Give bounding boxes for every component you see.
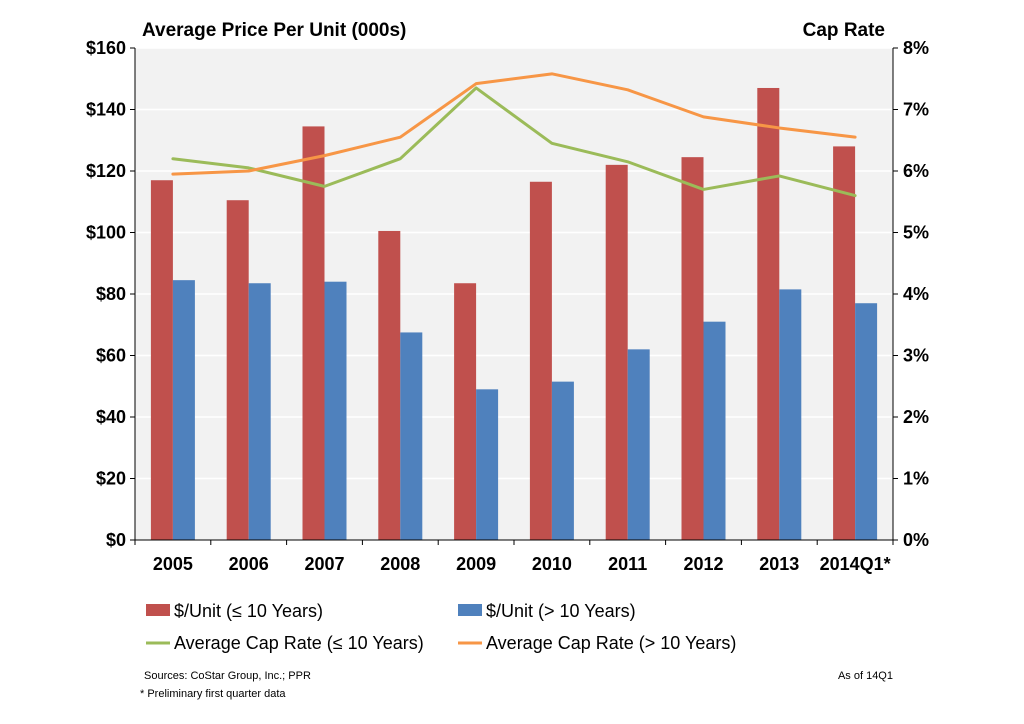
x-tick-label: 2009	[456, 554, 496, 574]
legend-label-line-le10: Average Cap Rate (≤ 10 Years)	[174, 633, 424, 653]
y-left-tick-label: $20	[96, 469, 126, 489]
bar-le10-2008	[378, 230, 401, 540]
bar-le10-2013	[757, 87, 780, 540]
legend-swatch-bar-le10	[146, 604, 170, 616]
y-right-tick-label: 3%	[903, 346, 929, 366]
legend-swatch-bar-gt10	[458, 604, 482, 616]
x-tick-label: 2007	[304, 554, 344, 574]
bar-gt10-2008	[400, 332, 423, 540]
footer-sources: Sources: CoStar Group, Inc.; PPR	[144, 670, 311, 682]
chart-title-right: Cap Rate	[803, 20, 885, 41]
line-cap-rate-gt10	[171, 72, 857, 176]
x-tick-label: 2011	[608, 554, 647, 574]
y-right-tick-label: 8%	[903, 38, 929, 58]
y-left-tick-label: $140	[86, 100, 126, 120]
y-left-tick-label: $120	[86, 161, 126, 181]
bar-gt10-2005	[172, 280, 195, 540]
axes-group: $0 $20 $40 $60 $80 $100 $120 $140 $160 0% 1% 2% 3% 4%…	[86, 38, 929, 574]
y-left-tick-label: $40	[96, 407, 126, 427]
x-tick-label: 2006	[229, 554, 269, 574]
bar-le10-2006	[226, 200, 249, 540]
bar-gt10-2007	[324, 281, 347, 540]
y-left-tick-label: $80	[96, 284, 126, 304]
y-right-tick-label: 1%	[903, 469, 929, 489]
y-left-tick-label: $100	[86, 223, 126, 243]
bar-gt10-2014Q1*	[855, 303, 878, 540]
y-right-tick-label: 2%	[903, 407, 929, 427]
bar-gt10-2011	[627, 349, 650, 540]
y-left-tick-label: $160	[86, 38, 126, 58]
y-right-tick-label: 4%	[903, 284, 929, 304]
line-cap-rate-le10	[171, 86, 857, 198]
bar-le10-2005	[150, 180, 173, 540]
bar-le10-2010	[529, 181, 552, 540]
x-tick-label: 2008	[380, 554, 420, 574]
y-right-tick-label: 0%	[903, 530, 929, 550]
legend-label-bar-gt10: $/Unit (> 10 Years)	[486, 601, 636, 621]
x-tick-label: 2005	[153, 554, 193, 574]
bar-gt10-2006	[248, 283, 271, 540]
bar-gt10-2012	[703, 321, 726, 540]
bar-le10-2007	[302, 126, 325, 540]
footer-note: * Preliminary first quarter data	[140, 688, 286, 700]
bar-gt10-2013	[779, 289, 802, 540]
legend: $/Unit (≤ 10 Years) $/Unit (> 10 Years) …	[146, 601, 736, 653]
bar-le10-2014Q1*	[833, 146, 856, 540]
y-right-tick-label: 5%	[903, 223, 929, 243]
y-left-tick-label: $60	[96, 346, 126, 366]
bar-series-group	[150, 87, 878, 540]
bar-le10-2011	[605, 164, 628, 540]
x-tick-label: 2014Q1*	[820, 554, 891, 574]
bar-le10-2012	[681, 157, 704, 540]
line-series-group	[171, 72, 857, 198]
x-tick-label: 2012	[683, 554, 723, 574]
legend-label-line-gt10: Average Cap Rate (> 10 Years)	[486, 633, 736, 653]
y-right-tick-label: 6%	[903, 161, 929, 181]
bar-le10-2009	[454, 283, 477, 540]
x-tick-label: 2013	[759, 554, 799, 574]
bar-gt10-2009	[476, 389, 499, 540]
y-right-tick-label: 7%	[903, 100, 929, 120]
bar-gt10-2010	[551, 381, 574, 540]
y-left-tick-label: $0	[106, 530, 126, 550]
legend-label-bar-le10: $/Unit (≤ 10 Years)	[174, 601, 323, 621]
x-tick-label: 2010	[532, 554, 572, 574]
footer-as-of: As of 14Q1	[838, 670, 893, 682]
chart-title-left: Average Price Per Unit (000s)	[142, 20, 406, 41]
